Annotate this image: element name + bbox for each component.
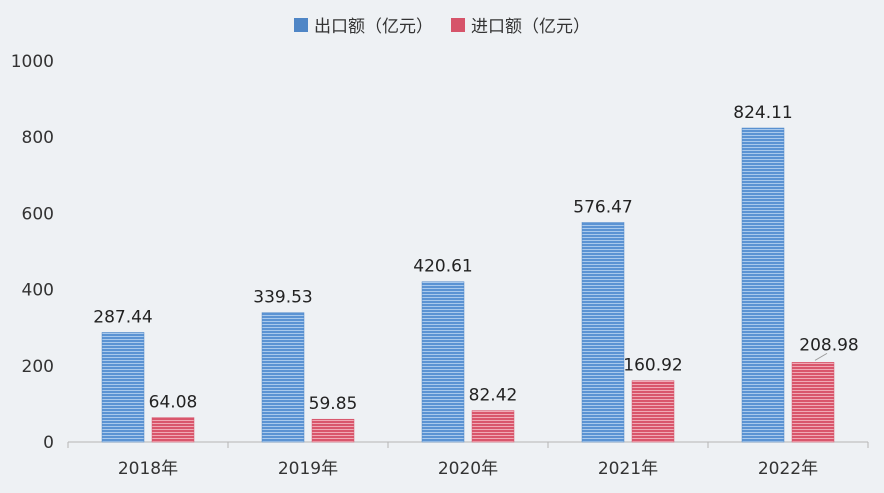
y-tick-label: 200 bbox=[22, 357, 54, 377]
bar-import bbox=[151, 417, 195, 443]
data-label: 339.53 bbox=[253, 288, 312, 308]
data-label: 208.98 bbox=[799, 335, 858, 355]
data-label: 576.47 bbox=[573, 197, 632, 217]
x-tick-label: 2021年 bbox=[598, 459, 658, 479]
y-tick-label: 0 bbox=[43, 433, 54, 453]
bar-import bbox=[311, 418, 355, 443]
legend-item-export: 出口额（亿元） bbox=[294, 12, 433, 37]
bar-export bbox=[421, 281, 465, 443]
bar-export bbox=[741, 127, 785, 443]
legend: 出口额（亿元） 进口额（亿元） bbox=[0, 12, 884, 37]
legend-label-import: 进口额（亿元） bbox=[471, 17, 590, 37]
bar-layer bbox=[101, 127, 835, 443]
label-layer: 287.44 64.08 339.53 59.85 420.61 82.42 576.47 1… bbox=[93, 103, 858, 414]
bar-import bbox=[471, 410, 515, 443]
bar-import bbox=[791, 362, 835, 443]
data-label: 82.42 bbox=[469, 386, 518, 406]
data-label: 824.11 bbox=[733, 103, 792, 123]
data-label: 160.92 bbox=[623, 356, 682, 376]
data-label: 420.61 bbox=[413, 257, 472, 277]
data-label: 59.85 bbox=[309, 394, 358, 414]
leader-line bbox=[814, 352, 828, 361]
y-tick-label: 800 bbox=[22, 128, 54, 148]
x-tick-label: 2022年 bbox=[758, 459, 818, 479]
bar-import bbox=[631, 380, 675, 443]
legend-swatch-export bbox=[294, 17, 308, 32]
legend-label-export: 出口额（亿元） bbox=[314, 17, 433, 37]
data-label: 287.44 bbox=[93, 307, 152, 327]
y-tick-label: 400 bbox=[22, 281, 54, 301]
y-tick-label: 600 bbox=[22, 204, 54, 224]
legend-swatch-import bbox=[451, 17, 465, 32]
x-tick-label: 2018年 bbox=[118, 459, 178, 479]
axis-layer: 0 200 400 600 800 1000 2018年 2019年 2020年 2021年 202… bbox=[11, 52, 869, 479]
data-label: 64.08 bbox=[149, 393, 198, 413]
legend-item-import: 进口额（亿元） bbox=[451, 12, 590, 37]
bar-export bbox=[261, 312, 305, 443]
bar-export bbox=[101, 332, 145, 443]
x-tick-label: 2019年 bbox=[278, 459, 338, 479]
x-tick-label: 2020年 bbox=[438, 459, 498, 479]
bar-export bbox=[581, 222, 625, 443]
y-tick-label: 1000 bbox=[11, 52, 54, 72]
